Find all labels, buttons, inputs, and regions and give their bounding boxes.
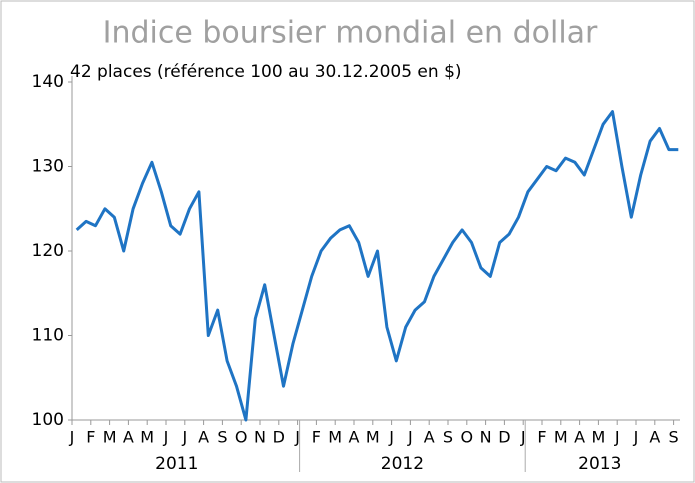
x-tick-label: O: [235, 428, 248, 447]
x-tick-label: F: [86, 428, 95, 447]
x-tick-label: F: [537, 428, 546, 447]
x-tick-label: A: [123, 428, 134, 447]
x-tick-label: M: [554, 428, 568, 447]
x-tick-label: J: [69, 428, 75, 447]
y-tick-label: 140: [32, 72, 64, 92]
x-tick-label: A: [198, 428, 209, 447]
x-tick-label: O: [461, 428, 474, 447]
x-tick-label: D: [273, 428, 285, 447]
y-tick-label: 120: [32, 241, 64, 261]
x-tick-label: M: [366, 428, 380, 447]
x-tick-label: F: [312, 428, 321, 447]
x-tick-label: A: [424, 428, 435, 447]
year-label: 2011: [155, 454, 198, 474]
y-tick-label: 130: [32, 157, 64, 177]
x-tick-label: J: [633, 428, 639, 447]
x-tick-label: J: [388, 428, 394, 447]
x-tick-label: J: [407, 428, 413, 447]
x-tick-label: D: [498, 428, 510, 447]
x-tick-label: M: [591, 428, 605, 447]
x-tick-label: A: [349, 428, 360, 447]
chart-subtitle: 42 places (référence 100 au 30.12.2005 e…: [70, 62, 462, 82]
x-tick-label: J: [614, 428, 620, 447]
x-tick-label: M: [140, 428, 154, 447]
x-tick-label: N: [480, 428, 492, 447]
x-tick-label: A: [649, 428, 660, 447]
year-label: 2012: [381, 454, 424, 474]
line: [75, 110, 679, 422]
y-tick-label: 110: [32, 326, 64, 346]
x-tick-label: S: [669, 428, 679, 447]
x-tick-label: J: [294, 428, 300, 447]
x-tick-label: A: [574, 428, 585, 447]
year-label: 2013: [578, 454, 621, 474]
x-tick-label: J: [520, 428, 526, 447]
x-tick-label: S: [217, 428, 227, 447]
x-tick-label: S: [443, 428, 453, 447]
x-tick-label: J: [163, 428, 169, 447]
x-tick-label: M: [103, 428, 117, 447]
x-tick-label: M: [328, 428, 342, 447]
y-tick-label: 100: [32, 410, 64, 430]
x-tick-label: N: [254, 428, 266, 447]
x-tick-label: J: [181, 428, 187, 447]
chart-title: Indice boursier mondial en dollar: [103, 16, 598, 51]
